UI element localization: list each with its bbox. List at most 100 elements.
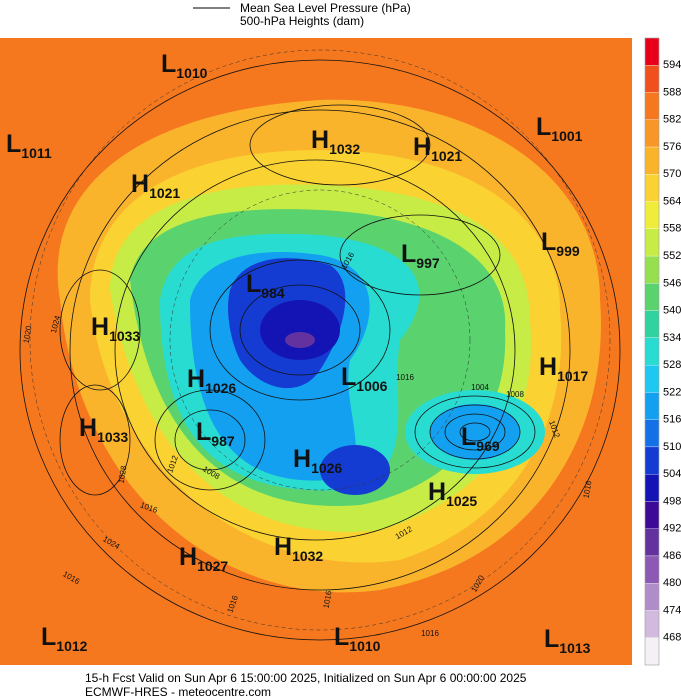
pressure-letter: H [131,170,149,198]
colorbar-swatch [644,364,660,393]
colorbar-label: 576 [663,141,681,153]
colorbar-label: 486 [663,550,681,562]
colorbar-swatch [644,637,660,666]
latitude-circles [29,49,611,631]
pressure-letter: L [41,623,56,651]
colorbar-label: 546 [663,277,681,289]
isobar-label: 1016 [421,629,439,638]
pressure-value: 987 [211,433,235,449]
colorbar-swatch [644,583,660,611]
isobar-label: 1020 [22,324,34,344]
colorbar-label: 552 [663,250,681,262]
colorbar-swatch [644,392,660,420]
colorbar-label: 504 [663,468,681,480]
isobar-label: 1028 [117,464,129,484]
isobar-label: 1016 [396,373,414,382]
colorbar-label: 510 [663,441,681,453]
isobar-label: 1008 [506,390,524,399]
colorbar-swatch [644,201,660,229]
colorbar-swatch [644,419,660,448]
colorbar-swatch [644,337,660,366]
colorbar-swatch [644,119,660,148]
pressure-letter: L [544,625,559,653]
pressure-value: 1011 [21,145,52,161]
colorbar-label: 588 [663,86,681,98]
pressure-value: 1025 [446,493,477,509]
legend-text: Mean Sea Level Pressure (hPa) [240,1,411,15]
colorbar-swatch [644,146,660,175]
legend-text: 500-hPa Heights (dam) [240,14,364,28]
colorbar-label: 528 [663,359,681,371]
pressure-value: 1017 [557,368,588,384]
pressure-value: 1001 [551,128,582,144]
colorbar-swatch [644,283,660,311]
colorbar-label: 582 [663,114,681,126]
height-fill [430,404,520,460]
colorbar-swatch [644,555,660,584]
map-area [0,38,632,665]
colorbar-label: 564 [663,195,681,207]
colorbar-label: 480 [663,577,681,589]
pressure-letter: L [161,50,176,78]
isobars [19,59,621,641]
colorbar-label: 474 [663,604,681,616]
pressure-letter: H [413,133,431,161]
colorbar-swatch [644,474,660,502]
pressure-value: 1032 [329,141,360,157]
colorbar-label: 522 [663,386,681,398]
colorbar-label: 468 [663,632,681,644]
pressure-letter: L [6,130,21,158]
pressure-letter: L [341,363,356,391]
colorbar-swatch [644,310,660,339]
colorbar-swatch [644,610,660,638]
colorbar-swatch [644,255,660,284]
height-fill [320,445,390,495]
pressure-letter: L [246,270,261,298]
pressure-letter: H [293,445,311,473]
pressure-letter: H [274,533,292,561]
pressure-value: 1032 [292,548,323,564]
pressure-letter: L [196,418,211,446]
colorbar-label: 516 [663,414,681,426]
colorbar-swatch [644,37,660,66]
pressure-value: 999 [556,243,580,259]
colorbar-frame [644,37,660,666]
colorbar-label: 540 [663,305,681,317]
colorbar-label: 558 [663,223,681,235]
colorbar-label: 492 [663,523,681,535]
colorbar-label: 498 [663,495,681,507]
isobar-label: 1004 [471,383,489,392]
pressure-value: 1033 [109,328,140,344]
footer-text: ECMWF-HRES - meteocentre.com [85,685,271,699]
pressure-letter: H [311,126,329,154]
isobar-label: 1016 [322,589,334,609]
pressure-letter: H [539,353,557,381]
pressure-value: 1010 [349,638,380,654]
pressure-value: 1026 [311,460,342,476]
pressure-value: 997 [416,255,440,271]
colorbar-swatch [644,174,660,202]
pressure-value: 1012 [56,638,87,654]
pressure-letter: L [461,423,476,451]
pressure-value: 969 [476,438,500,454]
colorbar-swatch [644,528,660,557]
pressure-letter: H [428,478,446,506]
pressure-value: 1021 [431,148,462,164]
height-fill [260,300,340,360]
colorbar-swatch [644,446,660,475]
colorbar-label: 570 [663,168,681,180]
colorbar: 594 588 582 576 570 564 558 552 546 540 534 528 522 5… [644,37,681,666]
height-fill [285,332,315,348]
pressure-letter: H [187,365,205,393]
pressure-value: 1010 [176,65,207,81]
colorbar-swatch [644,501,660,529]
colorbar-swatch [644,65,660,93]
colorbar-swatch [644,92,660,120]
pressure-letter: L [541,228,556,256]
colorbar-label: 594 [663,59,681,71]
pressure-letter: H [79,414,97,442]
pressure-letter: H [179,543,197,571]
pressure-value: 1021 [149,185,180,201]
